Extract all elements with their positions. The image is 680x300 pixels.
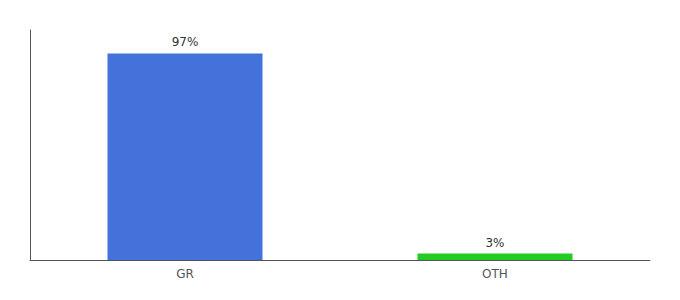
svg-text:3%: 3% bbox=[485, 236, 504, 250]
svg-text:97%: 97% bbox=[172, 35, 199, 49]
svg-text:GR: GR bbox=[176, 267, 194, 281]
svg-text:OTH: OTH bbox=[482, 267, 508, 281]
